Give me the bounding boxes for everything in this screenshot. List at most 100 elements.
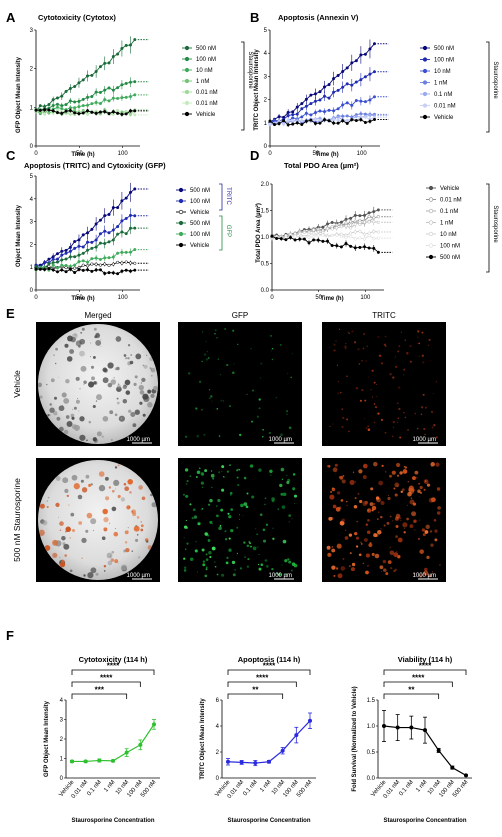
significance-label: *** — [95, 686, 105, 695]
organoid-speck — [83, 383, 85, 385]
dose-response-line — [72, 724, 155, 763]
organoid-speck — [245, 505, 249, 509]
organoid-speck — [282, 539, 287, 544]
data-point — [64, 102, 68, 107]
organoid-speck — [418, 482, 421, 485]
legend-marker — [178, 187, 184, 193]
data-point — [327, 96, 331, 100]
data-point — [107, 256, 111, 260]
organoid-speck — [374, 553, 380, 559]
organoid-speck — [42, 520, 48, 526]
organoid-speck — [117, 494, 121, 499]
data-point — [367, 231, 371, 235]
organoid-speck — [185, 519, 188, 522]
organoid-speck — [239, 433, 242, 437]
data-point — [73, 246, 77, 250]
data-point — [226, 759, 230, 764]
organoid-speck — [333, 349, 336, 352]
panel-f-cytotoxicity: Cytotoxicity (114 h) 0 1 2 3 4 GFP Object Mean… — [44, 655, 160, 824]
organoid-speck — [329, 494, 335, 500]
data-point — [133, 268, 137, 272]
organoid-speck — [355, 536, 360, 540]
organoid-speck — [116, 401, 120, 405]
y-tick-label: 3 — [60, 718, 64, 724]
organoid-speck — [419, 485, 423, 490]
data-point — [124, 43, 128, 47]
data-point — [345, 114, 349, 118]
significance-label: ** — [252, 686, 259, 695]
organoid-speck — [422, 361, 425, 364]
data-point — [55, 260, 60, 264]
organoid-speck — [349, 479, 355, 485]
organoid-speck — [102, 508, 108, 515]
data-point — [85, 109, 90, 113]
data-point — [116, 111, 120, 115]
organoid-speck — [262, 539, 267, 543]
organoid-speck — [397, 537, 403, 543]
organoid-speck — [417, 537, 421, 540]
data-point — [103, 241, 107, 246]
data-point — [368, 98, 372, 102]
panel-d-bracket-label: Staurosporine — [492, 205, 498, 243]
organoid-speck — [384, 335, 387, 338]
organoid-speck — [326, 464, 330, 468]
organoid-speck — [264, 503, 266, 506]
data-point — [367, 246, 371, 250]
data-point — [81, 97, 85, 101]
data-point — [55, 270, 60, 274]
organoid-speck — [136, 534, 139, 536]
data-point — [335, 244, 339, 248]
data-point — [318, 98, 322, 102]
legend-label: 0.1 nM — [440, 209, 458, 215]
chart-title: Viability (114 h) — [398, 655, 453, 664]
significance-label: **** — [256, 674, 269, 683]
data-point — [336, 88, 340, 92]
organoid-speck — [265, 565, 269, 568]
organoid-speck — [229, 464, 231, 467]
data-point — [293, 234, 297, 238]
organoid-speck — [437, 506, 441, 510]
organoid-speck — [150, 367, 156, 373]
organoid-speck — [227, 512, 230, 515]
organoid-speck — [239, 518, 241, 520]
organoid-speck — [101, 435, 104, 438]
data-point — [111, 271, 115, 275]
organoid-speck — [348, 533, 353, 537]
organoid-speck — [439, 564, 441, 566]
organoid-speck — [205, 568, 208, 571]
data-point — [77, 253, 81, 257]
data-point — [81, 233, 85, 237]
data-point — [313, 117, 317, 121]
data-point — [363, 75, 367, 79]
data-point — [330, 234, 334, 238]
category-label: 0.1 nM — [242, 779, 258, 797]
data-point — [358, 236, 362, 240]
legend-marker — [178, 198, 184, 204]
organoid-speck — [356, 521, 358, 523]
data-point — [98, 232, 102, 236]
significance-label: **** — [100, 674, 113, 683]
organoid-speck — [214, 332, 216, 335]
organoid-speck — [389, 515, 392, 518]
y-tick-label: 5 — [264, 28, 268, 34]
organoid-speck — [140, 524, 144, 528]
data-point — [349, 234, 353, 239]
data-point — [77, 260, 81, 264]
organoid-speck — [344, 345, 347, 348]
organoid-speck — [204, 574, 208, 578]
data-point — [382, 724, 386, 728]
organoid-speck — [127, 479, 133, 485]
organoid-speck — [434, 538, 438, 542]
data-point — [362, 237, 367, 241]
significance-bracket — [227, 693, 284, 699]
organoid-speck — [280, 492, 284, 496]
organoid-speck — [186, 542, 189, 545]
organoid-speck — [293, 502, 295, 504]
data-point — [103, 229, 107, 233]
organoid-speck — [113, 531, 119, 537]
organoid-speck — [284, 559, 288, 563]
data-point — [68, 86, 72, 91]
organoid-speck — [192, 508, 196, 512]
organoid-speck — [150, 374, 153, 377]
data-point — [81, 259, 85, 263]
